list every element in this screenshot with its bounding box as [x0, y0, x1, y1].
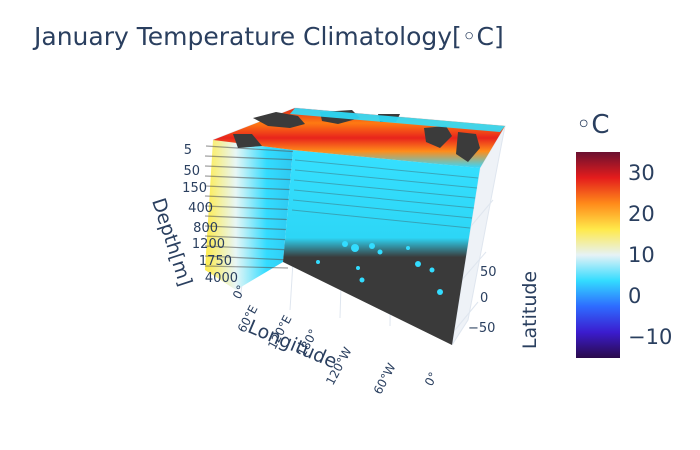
- colorbar-title: ◦C: [576, 110, 610, 140]
- longitude-tick: 0°: [230, 283, 249, 302]
- colorbar-tick: 20: [628, 201, 655, 226]
- longitude-tick: 0°: [422, 370, 441, 389]
- depth-tick: 4000: [205, 271, 238, 286]
- longitude-axis-label: Longitude: [245, 316, 341, 373]
- colorbar-tick: −10: [628, 325, 673, 350]
- cold-band: [290, 108, 505, 132]
- latitude-axis-label: Latitude: [519, 271, 541, 349]
- depth-tick: 1750: [199, 254, 232, 269]
- colorbar-tick: 0: [628, 284, 642, 309]
- colorbar-tick: 10: [628, 243, 655, 267]
- grid-line: [459, 251, 487, 283]
- depth-tick: 400: [188, 201, 213, 216]
- latitude-tick: −50: [468, 321, 495, 336]
- colorbar[interactable]: [576, 152, 620, 358]
- latitude-tick: 0: [480, 291, 488, 306]
- front-layers: [291, 159, 479, 229]
- continents: [233, 110, 480, 162]
- latitude-tick: 50: [480, 265, 497, 280]
- depth-tick: 5: [184, 143, 192, 158]
- depth-axis: 5 50 150 400 800 1200 1750 4000: [182, 143, 238, 286]
- longitude-tick: 60°W: [371, 361, 399, 397]
- depth-tick: 800: [193, 221, 218, 236]
- colorbar-tick: 30: [628, 160, 655, 185]
- grid-line: [454, 301, 479, 331]
- chart-title: January Temperature Climatology[◦C]: [34, 22, 504, 51]
- depth-tick: 1200: [192, 237, 225, 252]
- depth-tick: 150: [182, 181, 207, 196]
- deep-water-patches: [316, 241, 443, 295]
- volume-front-face: [283, 150, 480, 345]
- depth-tick: 50: [183, 164, 200, 179]
- latitude-axis: 50 0 −50: [468, 265, 497, 336]
- depth-layers: [204, 145, 301, 269]
